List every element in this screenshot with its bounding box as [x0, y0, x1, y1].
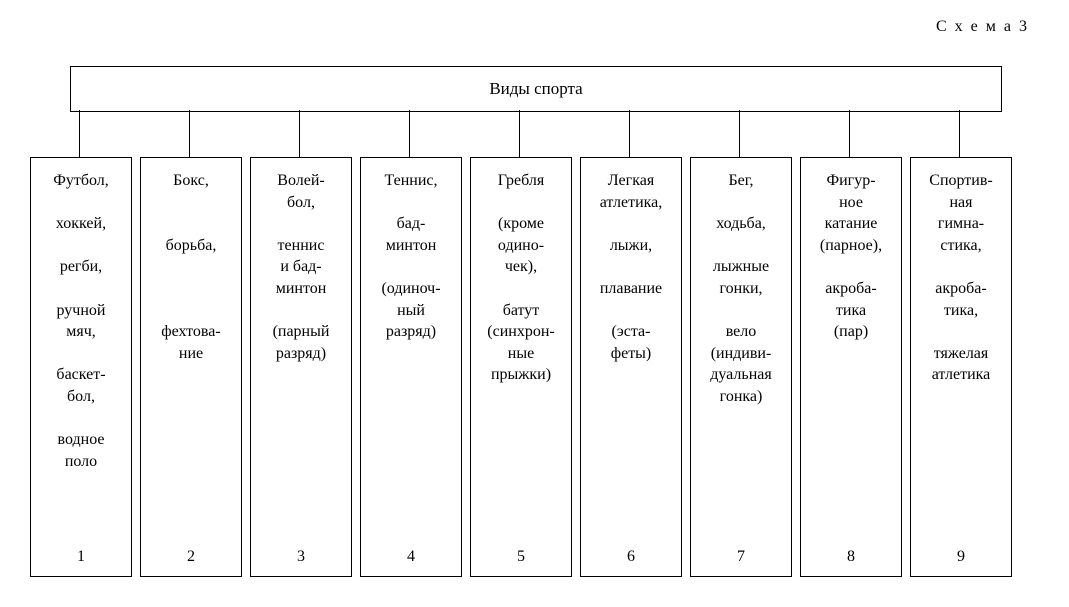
- column-box: Теннис, бад- минтон (одиноч- ный разряд)…: [360, 157, 462, 577]
- column-box: Волей- бол, теннис и бад- минтон (парный…: [250, 157, 352, 577]
- column-box: Фигур- ное катание (парное), акроба- тик…: [800, 157, 902, 577]
- column-box: Бокс, борьба, фехтова- ние 2: [140, 157, 242, 577]
- connector-line: [79, 110, 80, 157]
- column-number: 8: [801, 548, 901, 566]
- connector-line: [739, 110, 740, 157]
- connector-line: [959, 110, 960, 157]
- column-box: Гребля (кроме одино- чек), батут (синхро…: [470, 157, 572, 577]
- column-box: Легкая атлетика, лыжи, плавание (эста- ф…: [580, 157, 682, 577]
- column-box: Бег, ходьба, лыжные гонки, вело (индиви-…: [690, 157, 792, 577]
- column-text: Бег, ходьба, лыжные гонки, вело (индиви-…: [695, 170, 787, 408]
- column-number: 1: [31, 548, 131, 566]
- column-text: Фигур- ное катание (парное), акроба- тик…: [805, 170, 897, 343]
- column-number: 4: [361, 548, 461, 566]
- column-box: Футбол, хоккей, регби, ручной мяч, баске…: [30, 157, 132, 577]
- column-text: Футбол, хоккей, регби, ручной мяч, баске…: [35, 170, 127, 472]
- connector-line: [629, 110, 630, 157]
- connector-line: [409, 110, 410, 157]
- connector-line: [189, 110, 190, 157]
- column-number: 3: [251, 548, 351, 566]
- column-number: 2: [141, 548, 241, 566]
- connector-line: [299, 110, 300, 157]
- header-box: Виды спорта: [70, 66, 1002, 112]
- column-number: 7: [691, 548, 791, 566]
- column-number: 9: [911, 548, 1011, 566]
- column-text: Волей- бол, теннис и бад- минтон (парный…: [255, 170, 347, 364]
- column-text: Легкая атлетика, лыжи, плавание (эста- ф…: [585, 170, 677, 364]
- column-number: 5: [471, 548, 571, 566]
- scheme-label: С х е м а 3: [936, 18, 1029, 36]
- column-text: Гребля (кроме одино- чек), батут (синхро…: [475, 170, 567, 386]
- column-text: Спортив- ная гимна- стика, акроба- тика,…: [915, 170, 1007, 386]
- column-text: Бокс, борьба, фехтова- ние: [145, 170, 237, 364]
- column-text: Теннис, бад- минтон (одиноч- ный разряд): [365, 170, 457, 343]
- column-number: 6: [581, 548, 681, 566]
- column-box: Спортив- ная гимна- стика, акроба- тика,…: [910, 157, 1012, 577]
- diagram-page: С х е м а 3 Виды спорта Футбол, хоккей, …: [0, 0, 1069, 607]
- connector-line: [849, 110, 850, 157]
- connector-line: [519, 110, 520, 157]
